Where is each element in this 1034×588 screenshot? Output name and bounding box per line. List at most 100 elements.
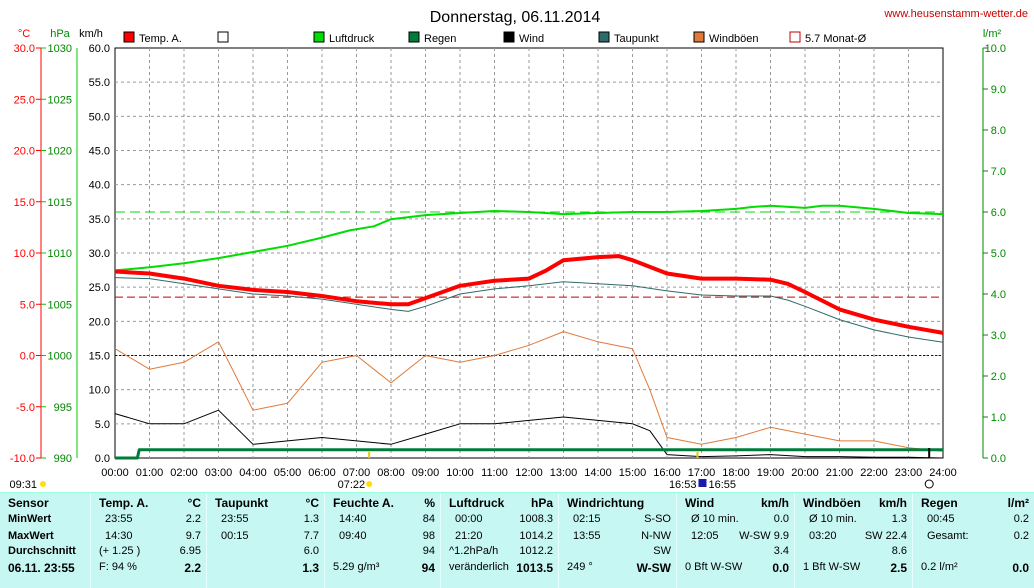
legend-swatch — [123, 31, 135, 43]
temp-tick-label: 30.0 — [14, 43, 35, 55]
legend-label: 5.7 Monat-Ø — [805, 33, 867, 45]
rain-header: Regen — [921, 496, 958, 510]
series-layer — [114, 204, 944, 460]
x-tick-label: 24:00 — [929, 467, 957, 479]
press-max: 1014.2 — [519, 530, 553, 542]
wind-tick-label: 25.0 — [89, 282, 110, 294]
temp-tick-label: -10.0 — [10, 453, 35, 465]
series-taupunkt — [114, 277, 944, 343]
hum-unit: % — [424, 496, 435, 510]
temp-cur: 2.2 — [184, 561, 201, 575]
dew-avg: 6.0 — [303, 545, 319, 557]
site-url[interactable]: www.heusenstamm-wetter.de — [883, 8, 1028, 20]
hum-max: 98 — [422, 530, 435, 542]
x-tick-label: 04:00 — [239, 467, 267, 479]
dir-min: S-SO — [644, 513, 671, 525]
legend-label: Taupunkt — [614, 33, 659, 45]
summary-col-rowlabels: Sensor MinWert MaxWert Durchschnitt 06.11. 2… — [0, 493, 90, 588]
temp-tick-label: 15.0 — [14, 197, 35, 209]
rain-cur-note: 0.2 l/m² — [921, 561, 958, 573]
temp-max: 9.7 — [185, 530, 201, 542]
legend-swatch — [789, 31, 801, 43]
dew-header: Taupunkt — [215, 496, 269, 510]
summary-col-gust: Windböen km/h Ø 10 min. 1.3 03:20 SW 22.4 8.6 1… — [794, 493, 913, 588]
summary-col-temp: Temp. A. °C 23:55 2.2 14:30 9.7 (+ 1.25 ) 6.95 F… — [90, 493, 207, 588]
press-tick-label: 1005 — [48, 299, 72, 311]
series-regen — [115, 448, 943, 460]
temp-tick-label: -5.0 — [16, 402, 35, 414]
x-tick-label: 03:00 — [205, 467, 233, 479]
dir-cur: W-SW — [636, 561, 671, 575]
summary-col-press: Luftdruck hPa 00:00 1008.3 21:20 1014.2 ^1.2hP… — [440, 493, 559, 588]
wind-tick-label: 40.0 — [89, 180, 110, 192]
temp-tick-label: 5.0 — [20, 299, 35, 311]
sunrise-icon — [366, 481, 373, 487]
series-luftdruck — [114, 204, 944, 272]
wind-avg: 3.4 — [773, 545, 789, 557]
chart-title: Donnerstag, 06.11.2014 — [430, 9, 601, 26]
legend-swatch — [693, 31, 705, 43]
rain-cur: 0.0 — [1012, 561, 1029, 575]
hum-avg: 94 — [422, 545, 435, 557]
wind-min: 0.0 — [773, 513, 789, 525]
wind-tick-label: 10.0 — [89, 385, 110, 397]
row-label-max: MaxWert — [8, 530, 54, 542]
wind-cur: 0.0 — [772, 561, 789, 575]
rain-unit: l/m² — [1007, 496, 1029, 510]
wind-tick-label: 20.0 — [89, 316, 110, 328]
wind-tick-label: 60.0 — [89, 43, 110, 55]
wind-header: Wind — [685, 496, 715, 510]
legend-label: Temp. A. — [139, 33, 182, 45]
row-label-min: MinWert — [8, 513, 52, 525]
hum-max-time: 09:40 — [339, 530, 367, 542]
temp-unit: °C — [187, 496, 201, 510]
x-tick-label: 13:00 — [550, 467, 578, 479]
temp-max-time: 14:30 — [105, 530, 133, 542]
legend-label: Regen — [424, 33, 456, 45]
wind-tick-label: 15.0 — [89, 351, 110, 363]
temp-min: 2.2 — [185, 513, 201, 525]
rain-tick-label: 10.0 — [985, 43, 1006, 55]
wind-tick-label: 55.0 — [89, 77, 110, 89]
summary-col-wind: Wind km/h Ø 10 min. 0.0 12:05 W-SW 9.9 3.4 0 Bf… — [676, 493, 795, 588]
gust-cur-note: 1 Bft W-SW — [803, 561, 861, 573]
dew-max: 7.7 — [303, 530, 319, 542]
press-tick-label: 990 — [54, 453, 72, 465]
rain-tick-label: 1.0 — [991, 412, 1006, 424]
gust-unit: km/h — [878, 496, 907, 510]
wind-unit: km/h — [760, 496, 789, 510]
press-tick-label: 1000 — [48, 351, 72, 363]
rain-min: 0.2 — [1013, 513, 1029, 525]
temp-tick-label: 25.0 — [14, 94, 35, 106]
press-header: Luftdruck — [449, 496, 505, 510]
wind-tick-label: 30.0 — [89, 248, 110, 260]
moon-icon — [924, 479, 934, 489]
x-tick-label: 19:00 — [757, 467, 785, 479]
x-tick-label: 06:00 — [308, 467, 336, 479]
row-label-date: 06.11. 23:55 — [8, 561, 75, 575]
rain-tick-label: 9.0 — [991, 84, 1006, 96]
temp-tick-label: 0.0 — [20, 351, 35, 363]
wind-cur-note: 0 Bft W-SW — [685, 561, 743, 573]
sunset-icon — [698, 479, 707, 487]
wind-tick-label: 45.0 — [89, 146, 110, 158]
hum-header: Feuchte A. — [333, 496, 394, 510]
summary-col-dir: Windrichtung 02:15 S-SO 13:55 N-NW SW 249 ° W-S… — [558, 493, 677, 588]
x-tick-label: 16:00 — [653, 467, 681, 479]
rain-tick-label: 4.0 — [991, 289, 1006, 301]
time-markers: 07:22 09:31 16:53 16:55 — [9, 448, 934, 491]
rain-min-time: 00:45 — [927, 513, 955, 525]
x-tick-label: 01:00 — [136, 467, 164, 479]
dir-avg: SW — [653, 545, 671, 557]
press-unit: hPa — [530, 496, 553, 510]
temp-min-time: 23:55 — [105, 513, 133, 525]
press-tick-label: 995 — [54, 402, 72, 414]
dir-max-time: 13:55 — [573, 530, 601, 542]
gust-min: 1.3 — [891, 513, 907, 525]
wind-max-time: 12:05 — [691, 530, 719, 542]
legend-label: Wind — [519, 33, 544, 45]
sunset-time: 16:53 — [669, 479, 697, 491]
x-tick-label: 05:00 — [274, 467, 302, 479]
temp-unit: °C — [18, 28, 30, 40]
press-tick-label: 1025 — [48, 94, 72, 106]
